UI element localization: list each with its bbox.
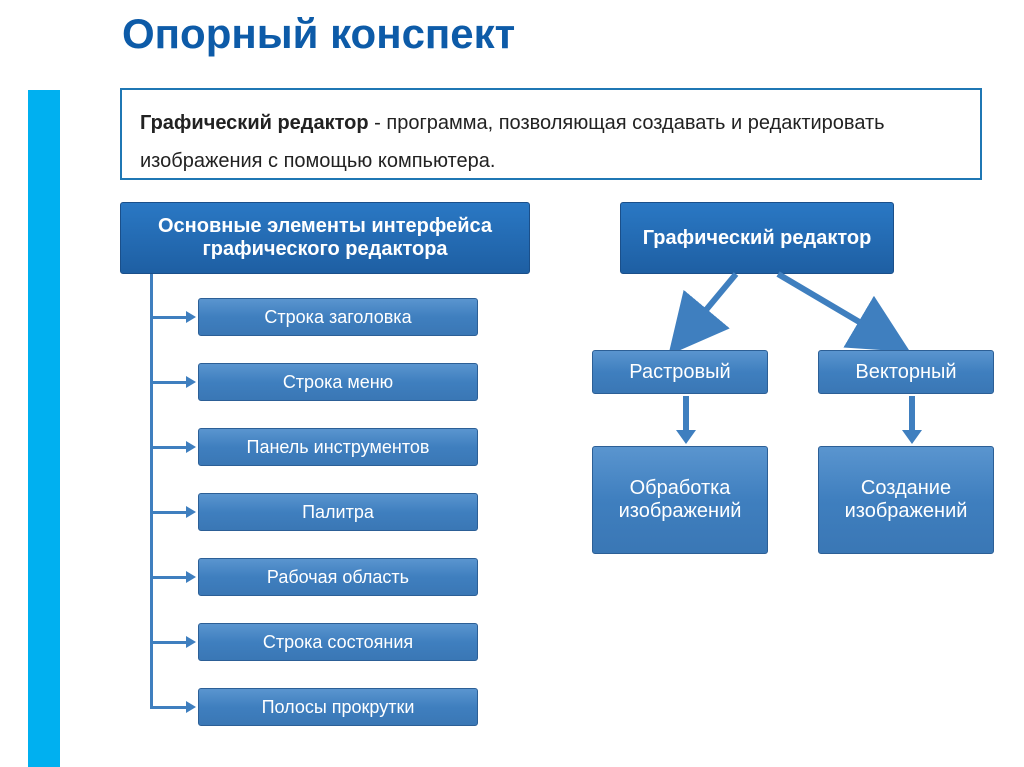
list-item: Рабочая область (198, 558, 478, 596)
list-item-label: Палитра (302, 502, 374, 523)
arrow-right-icon (186, 506, 196, 518)
list-item-label: Строка заголовка (264, 307, 411, 328)
tree-elbow (150, 381, 186, 384)
tree-elbow (150, 641, 186, 644)
down-arrow-right (902, 396, 922, 444)
arrow-right-icon (186, 376, 196, 388)
branch-label: Векторный (855, 361, 956, 384)
list-item: Панель инструментов (198, 428, 478, 466)
list-item: Строка меню (198, 363, 478, 401)
list-item-label: Строка состояния (263, 632, 413, 653)
outcome-box: Создание изображений (818, 446, 994, 554)
tree-elbow (150, 316, 186, 319)
left-header-box: Основные элементы интерфейса графическог… (120, 202, 530, 274)
tree-elbow (150, 706, 186, 709)
tree-elbow (150, 511, 186, 514)
list-item-label: Полосы прокрутки (262, 697, 415, 718)
tree-elbow (150, 576, 186, 579)
definition-term: Графический редактор (140, 112, 369, 134)
down-arrow-left (676, 396, 696, 444)
right-header-box: Графический редактор (620, 202, 894, 274)
list-item: Палитра (198, 493, 478, 531)
list-item-label: Строка меню (283, 372, 393, 393)
list-item: Строка состояния (198, 623, 478, 661)
list-item: Полосы прокрутки (198, 688, 478, 726)
outcome-box: Обработка изображений (592, 446, 768, 554)
branch-label: Растровый (629, 361, 730, 384)
arrow-right-icon (186, 441, 196, 453)
branch-box: Векторный (818, 350, 994, 394)
tree-elbow (150, 446, 186, 449)
arrow-right-icon (186, 311, 196, 323)
arrow-right-icon (186, 636, 196, 648)
left-header-label: Основные элементы интерфейса графическог… (131, 215, 519, 261)
list-item-label: Панель инструментов (247, 437, 430, 458)
list-item: Строка заголовка (198, 298, 478, 336)
definition-box: Графический редактор - программа, позвол… (120, 88, 982, 180)
side-accent-bar (28, 90, 60, 767)
outcome-label: Создание изображений (819, 477, 993, 523)
definition-text: Графический редактор - программа, позвол… (140, 104, 962, 180)
right-header-label: Графический редактор (643, 227, 872, 250)
arrow-right-icon (186, 571, 196, 583)
list-item-label: Рабочая область (267, 567, 409, 588)
arrow-right-icon (186, 701, 196, 713)
page-title: Опорный конспект (122, 10, 515, 58)
outcome-label: Обработка изображений (593, 477, 767, 523)
branch-box: Растровый (592, 350, 768, 394)
